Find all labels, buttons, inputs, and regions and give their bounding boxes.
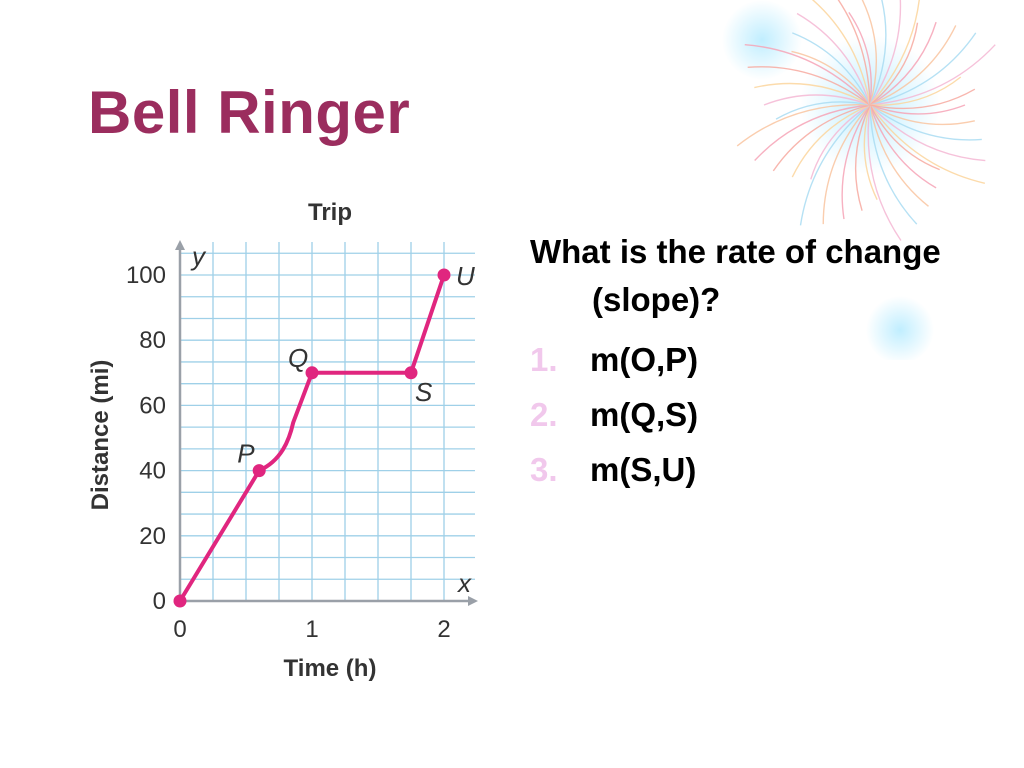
slide-title: Bell Ringer	[88, 79, 411, 146]
point-label-u: U	[456, 261, 475, 291]
x-axis-label: Time (h)	[284, 655, 377, 682]
question-item-text: m(Q,S)	[590, 396, 699, 433]
point-label-s: S	[415, 377, 433, 407]
y-tick-label: 20	[139, 523, 166, 550]
question-number: 3.	[530, 451, 558, 488]
question-item-text: m(S,U)	[590, 451, 697, 488]
chart-title: Trip	[308, 199, 352, 226]
y-tick-label: 40	[139, 458, 166, 485]
point-u	[437, 268, 451, 282]
point-label-p: P	[237, 439, 255, 469]
question-block: What is the rate of change (slope)? 1. m(…	[530, 228, 970, 497]
y-axis-arrow	[175, 240, 185, 250]
chart-points: P Q S U	[173, 261, 475, 608]
question-text: What is the rate of change (slope)?	[530, 233, 941, 318]
question-number: 1.	[530, 341, 558, 378]
x-tick-label: 1	[305, 616, 318, 643]
point-q	[305, 366, 319, 380]
point-s	[404, 366, 418, 380]
x-tick-label: 0	[173, 616, 186, 643]
x-axis-arrow	[468, 596, 478, 606]
y-axis-letter: y	[190, 241, 207, 271]
question-item: 1. m(O,P)	[530, 332, 970, 387]
x-tick-label: 2	[437, 616, 450, 643]
question-list: 1. m(O,P) 2. m(Q,S) 3. m(S,U)	[530, 332, 970, 497]
y-tick-label: 100	[126, 262, 166, 289]
question-item: 3. m(S,U)	[530, 442, 970, 497]
point-o	[173, 594, 187, 608]
x-axis-letter: x	[456, 568, 472, 598]
question-item-text: m(O,P)	[590, 341, 699, 378]
y-tick-label: 60	[139, 392, 166, 419]
y-axis-label: Distance (mi)	[87, 360, 114, 511]
point-label-q: Q	[288, 343, 308, 373]
y-tick-label: 0	[153, 588, 166, 615]
point-p	[252, 464, 266, 478]
chart-grid	[180, 242, 475, 601]
question-item: 2. m(Q,S)	[530, 387, 970, 442]
chart-axes	[175, 240, 478, 606]
y-tick-label: 80	[139, 327, 166, 354]
fireworks-decoration	[722, 0, 996, 360]
question-number: 2.	[530, 396, 558, 433]
